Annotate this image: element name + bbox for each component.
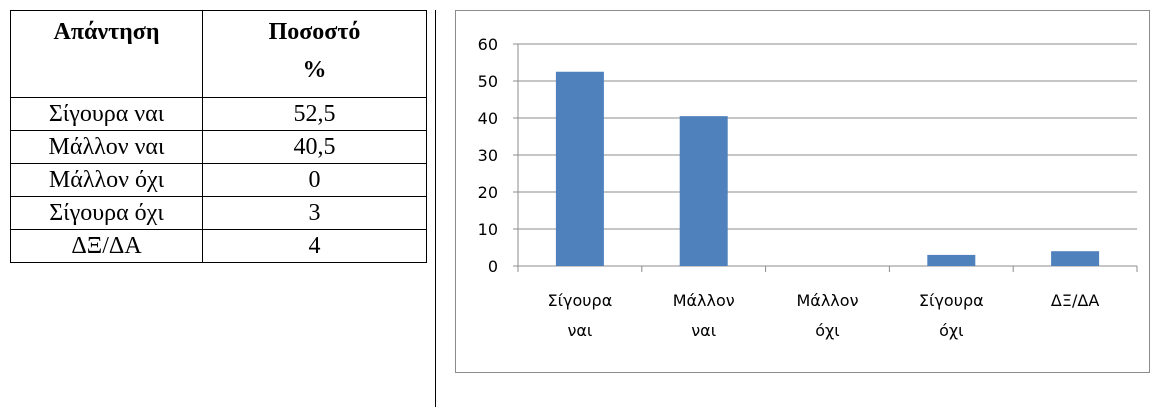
bar: [927, 254, 976, 266]
x-tick-label: ΔΞ/ΔΑ: [1051, 291, 1099, 310]
answer-cell: Σίγουρα ναι: [10, 97, 203, 131]
y-tick-label: 40: [478, 109, 498, 128]
response-table: Απάντηση Ποσοστό % Σίγουρα ναι 52,5 Μάλλ…: [10, 10, 427, 263]
table-row: Σίγουρα ναι 52,5: [10, 97, 427, 131]
percent-cell: 40,5: [202, 130, 427, 164]
table-row: Μάλλον ναι 40,5: [10, 130, 427, 164]
y-tick-label: 20: [478, 183, 498, 202]
percent-cell: 52,5: [202, 97, 427, 131]
table-row: Σίγουρα όχι 3: [10, 196, 427, 230]
bar: [555, 71, 604, 266]
header-percent-label: Ποσοστό: [268, 19, 361, 45]
y-tick-label: 30: [478, 146, 498, 165]
column-divider: [435, 10, 436, 407]
table-row: Μάλλον όχι 0: [10, 163, 427, 197]
y-tick-label: 50: [478, 72, 498, 91]
x-tick-label: Σίγουρα ναι: [548, 291, 613, 340]
percent-cell: 4: [202, 229, 427, 263]
answer-cell: Μάλλον όχι: [10, 163, 203, 197]
chart-area: 0 10 20 30 40 50 60 Σίγουρα ναι Μάλλον ναι Μάλλον όχ…: [455, 10, 1150, 373]
bar-chart: 0 10 20 30 40 50 60 Σίγουρα ναι Μάλλον ναι Μάλλον όχ…: [478, 35, 1138, 340]
answer-cell: Μάλλον ναι: [10, 130, 203, 164]
header-percent-unit: %: [302, 57, 327, 83]
y-tick-label: 10: [478, 220, 498, 239]
percent-cell: 3: [202, 196, 427, 230]
header-answer: Απάντηση: [10, 10, 203, 98]
answer-cell: ΔΞ/ΔΑ: [10, 229, 203, 263]
table-row: ΔΞ/ΔΑ 4: [10, 229, 427, 263]
answer-cell: Σίγουρα όχι: [10, 196, 203, 230]
header-percent: Ποσοστό %: [202, 10, 427, 98]
bar: [679, 116, 728, 267]
x-tick-label: Μάλλον ναι: [673, 291, 735, 340]
y-tick-label: 60: [478, 35, 498, 54]
percent-cell: 0: [202, 163, 427, 197]
x-tick-label: Σίγουρα όχι: [919, 291, 984, 340]
bar: [1051, 251, 1100, 266]
y-tick-label: 0: [488, 257, 498, 276]
x-tick-label: Μάλλον όχι: [796, 291, 858, 340]
table-header-row: Απάντηση Ποσοστό %: [10, 10, 427, 98]
